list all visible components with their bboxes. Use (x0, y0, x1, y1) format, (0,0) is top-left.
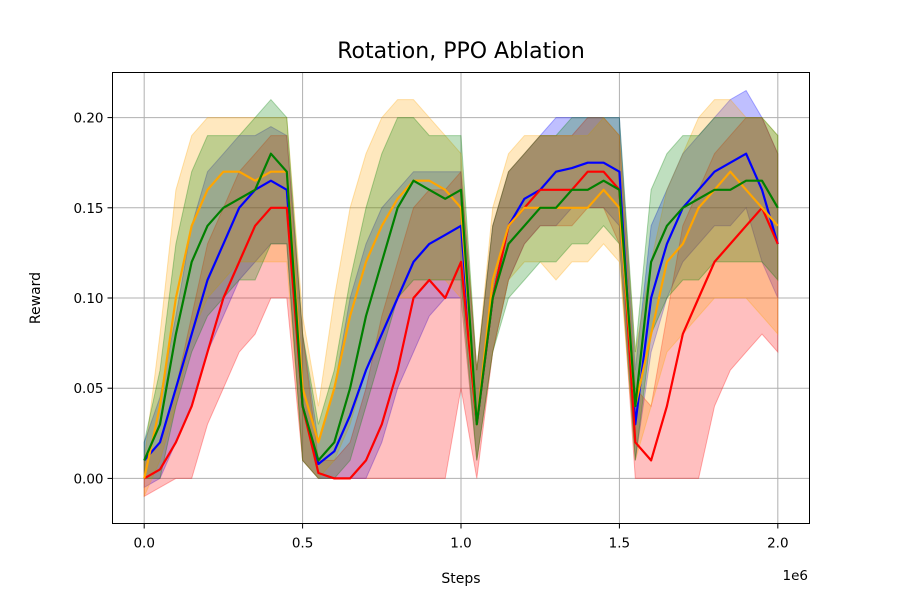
y-tick-label: 0.10 (73, 291, 103, 307)
x-tick-label: 0.5 (292, 536, 313, 552)
x-tick-label: 1.5 (609, 536, 630, 552)
series-3-line (143, 170, 779, 479)
y-tick-label: 0.05 (73, 381, 103, 397)
y-tick-label: 0.00 (73, 471, 103, 487)
y-axis-ticks: 0.00 0.05 0.10 0.15 0.20 (73, 111, 113, 487)
series-2-line (143, 170, 779, 480)
grid (112, 72, 810, 524)
y-axis-label: Reward (28, 272, 44, 324)
x-axis-label: Steps (441, 571, 480, 587)
y-tick-label: 0.20 (73, 111, 103, 127)
x-tick-label: 0.0 (133, 536, 154, 552)
series-1-line (143, 152, 779, 466)
x-axis-ticks: 0.0 0.5 1.0 1.5 2.0 (133, 523, 789, 552)
x-axis-offset-label: 1e6 (783, 568, 808, 584)
series-lines (143, 152, 779, 480)
chart-title: Rotation, PPO Ablation (337, 39, 585, 64)
y-tick-label: 0.15 (73, 201, 103, 217)
x-tick-label: 2.0 (767, 536, 788, 552)
x-tick-label: 1.0 (450, 536, 471, 552)
series-4-line (143, 152, 779, 462)
